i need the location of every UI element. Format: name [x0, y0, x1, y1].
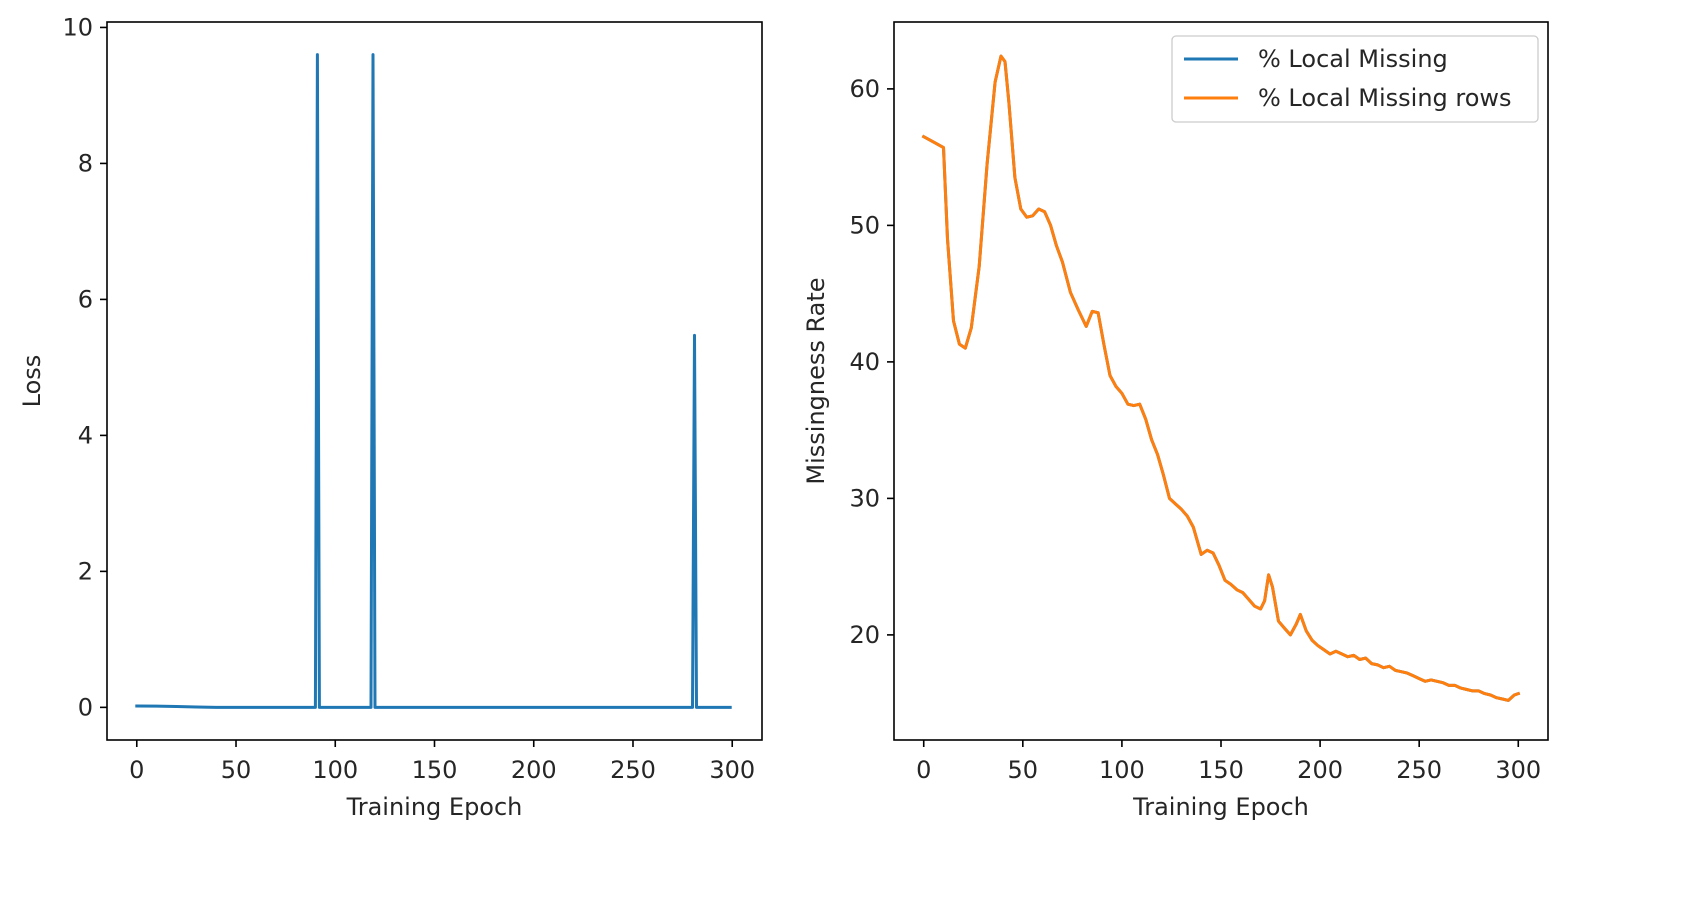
missingness-y-tick-label: 50 — [849, 211, 880, 239]
legend-box — [1171, 35, 1539, 123]
missingness-y-tick-label: 20 — [849, 621, 880, 649]
missingness-x-tick-label: 300 — [1495, 756, 1541, 784]
loss-x-axis-label: Training Epoch — [346, 793, 523, 821]
missingness-y-ticks: 20 30 40 50 60 — [849, 75, 894, 649]
loss-y-tick-label: 6 — [78, 285, 93, 313]
loss-x-tick-label: 250 — [610, 756, 656, 784]
loss-y-tick-label: 10 — [62, 13, 93, 41]
loss-x-tick-label: 100 — [312, 756, 358, 784]
legend-label-local-missing: % Local Missing — [1258, 45, 1448, 73]
loss-y-tick-label: 4 — [78, 421, 93, 449]
loss-x-tick-label: 150 — [412, 756, 458, 784]
loss-y-axis-label: Loss — [18, 355, 46, 408]
loss-series-layer — [135, 53, 732, 709]
missingness-x-tick-label: 50 — [1008, 756, 1039, 784]
missingness-series-line-1 — [921, 54, 1521, 702]
missingness-y-axis-label: Missingness Rate — [802, 277, 830, 484]
missingness-y-tick-label: 40 — [849, 348, 880, 376]
missingness-x-tick-label: 0 — [916, 756, 931, 784]
loss-series-line-0 — [135, 53, 732, 709]
loss-x-tick-label: 0 — [129, 756, 144, 784]
missingness-x-tick-label: 150 — [1198, 756, 1244, 784]
missingness-x-ticks: 0 50 100 150 200 250 300 — [916, 740, 1541, 784]
missingness-x-axis-label: Training Epoch — [1132, 793, 1309, 821]
loss-x-ticks: 0 50 100 150 200 250 300 — [129, 740, 755, 784]
missingness-y-tick-label: 30 — [849, 484, 880, 512]
loss-x-tick-label: 50 — [221, 756, 252, 784]
loss-plot-frame — [106, 21, 763, 741]
loss-y-tick-label: 0 — [78, 693, 93, 721]
missingness-x-tick-label: 250 — [1396, 756, 1442, 784]
loss-x-tick-label: 300 — [709, 756, 755, 784]
missingness-series-layer — [921, 54, 1521, 702]
missingness-x-tick-label: 200 — [1297, 756, 1343, 784]
missingness-chart: 0 50 100 150 200 250 300 20 30 40 50 60 Training E… — [802, 21, 1549, 821]
loss-y-tick-label: 2 — [78, 557, 93, 585]
legend: % Local Missing % Local Missing rows — [1171, 35, 1539, 123]
loss-y-tick-label: 8 — [78, 149, 93, 177]
loss-y-ticks: 0 2 4 6 8 10 — [62, 13, 107, 721]
missingness-y-tick-label: 60 — [849, 75, 880, 103]
loss-x-tick-label: 200 — [511, 756, 557, 784]
missingness-x-tick-label: 100 — [1099, 756, 1145, 784]
loss-chart: 0 50 100 150 200 250 300 0 2 4 6 8 10 Training Epoc… — [18, 13, 763, 821]
legend-label-local-missing-rows: % Local Missing rows — [1258, 84, 1512, 112]
missingness-plot-frame — [893, 21, 1549, 741]
